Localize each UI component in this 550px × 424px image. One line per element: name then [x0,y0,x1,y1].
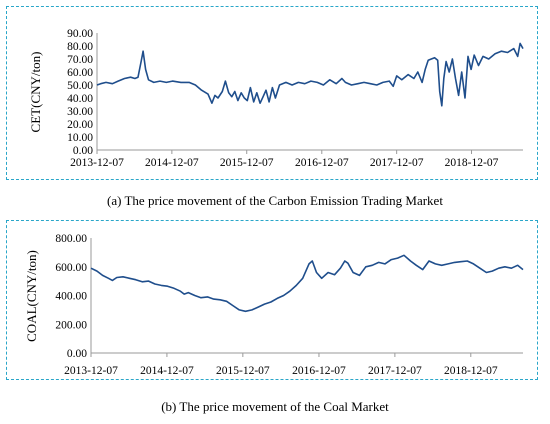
coal-x-tick-label: 2017-12-07 [368,365,422,377]
cet-x-tick-label: 2014-12-07 [145,157,199,169]
cet-x-tick-label: 2015-12-07 [220,157,274,169]
coal-x-tick-label: 2013-12-07 [64,365,118,377]
cet-y-tick-label: 0.00 [73,145,93,157]
caption-cet: (a) The price movement of the Carbon Emi… [107,193,443,208]
cet-y-tick-label: 50.00 [67,80,93,92]
cet-y-tick-label: 10.00 [67,132,93,144]
cet-y-tick-label: 30.00 [67,106,93,118]
coal-x-tick-label: 2016-12-07 [292,365,346,377]
cet-x-tick-label: 2016-12-07 [295,157,349,169]
cet-x-tick-label: 2013-12-07 [70,157,124,169]
coal-x-tick-label: 2015-12-07 [216,365,270,377]
coal-y-axis-label: COAL(CNY/ton) [24,250,39,342]
coal-price-line [90,254,524,313]
coal-y-tick-label: 800.00 [55,233,87,245]
cet-y-tick-label: 20.00 [67,119,93,131]
coal-y-tick-label: 400.00 [55,291,87,303]
cet-x-tick-label: 2017-12-07 [370,157,424,169]
chart-panel-coal [6,220,538,380]
cet-y-tick-label: 80.00 [67,41,93,53]
cet-y-axis-label: CET(CNY/ton) [28,52,43,133]
coal-x-tick-label: 2014-12-07 [140,365,194,377]
caption-coal: (b) The price movement of the Coal Marke… [161,399,389,414]
cet-x-tick-label: 2018-12-07 [445,157,499,169]
coal-y-tick-label: 0.00 [67,348,87,360]
cet-price-line [96,42,524,107]
cet-y-tick-label: 40.00 [67,93,93,105]
cet-line-chart: 0.0010.0020.0030.0040.0050.0060.0070.008… [28,28,524,169]
cet-y-tick-label: 60.00 [67,67,93,79]
cet-y-tick-label: 70.00 [67,54,93,66]
cet-y-tick-label: 90.00 [67,28,93,40]
coal-y-tick-label: 600.00 [55,262,87,274]
coal-x-tick-label: 2018-12-07 [444,365,498,377]
chart-panel-cet [6,6,538,180]
coal-y-tick-label: 200.00 [55,319,87,331]
